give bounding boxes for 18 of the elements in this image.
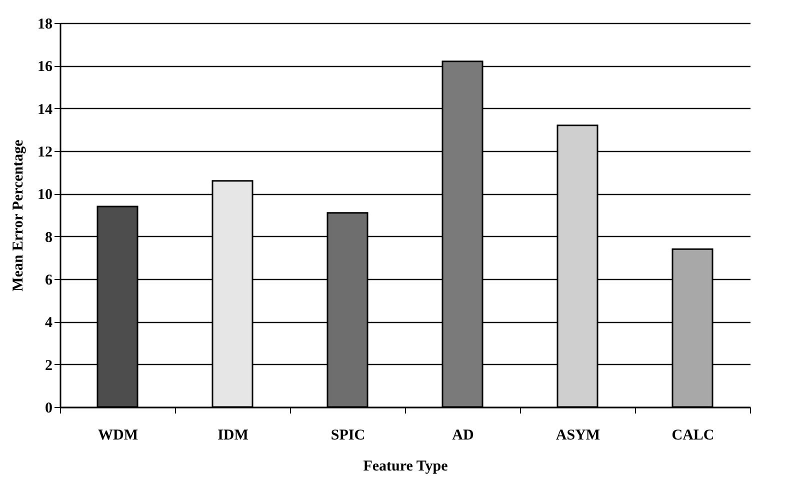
x-tick-label: SPIC bbox=[330, 428, 366, 444]
x-axis-title: Feature Type bbox=[363, 458, 448, 474]
y-tick-label: 4 bbox=[45, 315, 53, 332]
y-tick-label: 14 bbox=[38, 102, 53, 118]
y-tick-label: 6 bbox=[45, 272, 53, 288]
x-tick-label: WDM bbox=[98, 428, 138, 444]
y-tick-label: 16 bbox=[38, 59, 53, 76]
y-tick-label: 10 bbox=[38, 187, 52, 204]
x-tick-label: ASYM bbox=[556, 428, 600, 444]
y-tick-label: 18 bbox=[38, 16, 52, 32]
y-tick-label: 12 bbox=[38, 144, 52, 160]
x-tick-label: IDM bbox=[218, 428, 248, 444]
y-axis-title: Mean Error Percentage bbox=[10, 139, 26, 292]
y-tick-label: 2 bbox=[45, 358, 52, 374]
y-tick-label: 0 bbox=[45, 400, 52, 416]
y-tick-label: 8 bbox=[45, 230, 52, 246]
x-tick-label: AD bbox=[452, 428, 474, 444]
x-tick-label: CALC bbox=[672, 428, 714, 444]
